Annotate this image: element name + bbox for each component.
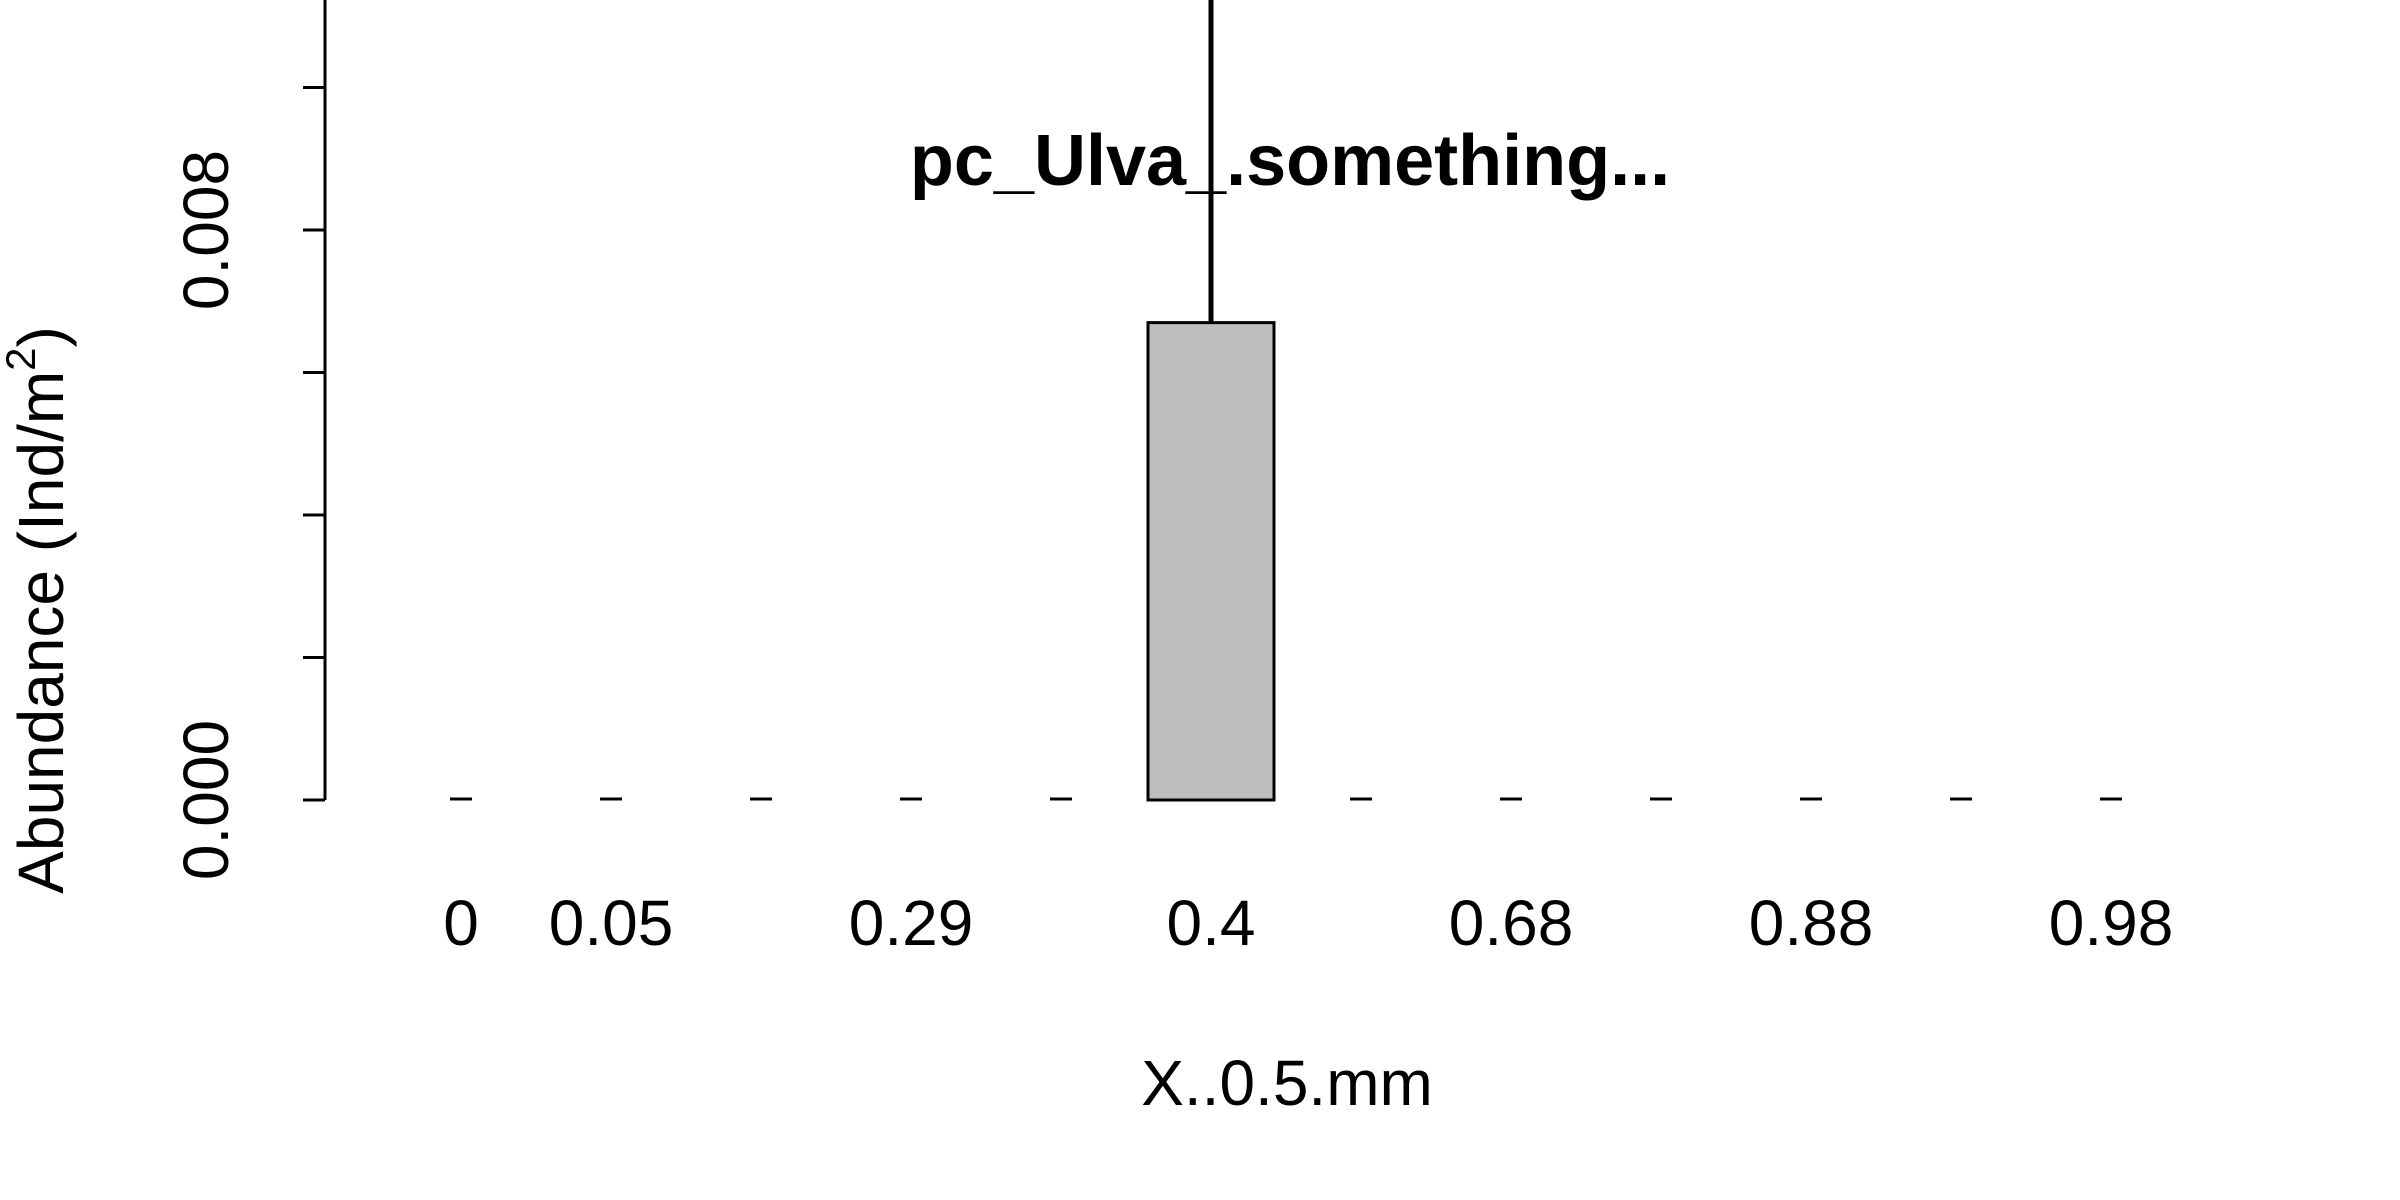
x-tick-label: 0 — [443, 887, 479, 959]
chart-title: pc_Ulva_.something... — [910, 121, 1670, 201]
x-tick-labels: 0 0.05 0.29 0.4 0.68 0.88 0.98 — [443, 887, 2173, 959]
x-tick-label: 0.98 — [2049, 887, 2174, 959]
y-axis-label-superscript: 2 — [0, 347, 44, 370]
x-tick-label: 0.05 — [549, 887, 674, 959]
y-axis: 0.000 0.008 — [170, 0, 327, 880]
bar — [1146, 321, 1276, 802]
x-tick-label: 0.88 — [1749, 887, 1874, 959]
y-tick-label: 0.008 — [170, 150, 242, 310]
y-axis-label-close: ) — [5, 326, 77, 347]
x-tick-label: 0.68 — [1449, 887, 1574, 959]
y-axis-label: Abundance (Ind/m2) — [0, 326, 77, 894]
y-tick-label: 0.000 — [170, 720, 242, 880]
x-axis-label: X..0.5.mm — [1141, 1047, 1433, 1119]
x-tick-label: 0.29 — [849, 887, 974, 959]
y-axis-label-main: Abundance (Ind/m — [5, 371, 77, 894]
bars — [1146, 321, 1276, 802]
error-bars — [450, 0, 2122, 801]
x-tick-label: 0.4 — [1167, 887, 1256, 959]
